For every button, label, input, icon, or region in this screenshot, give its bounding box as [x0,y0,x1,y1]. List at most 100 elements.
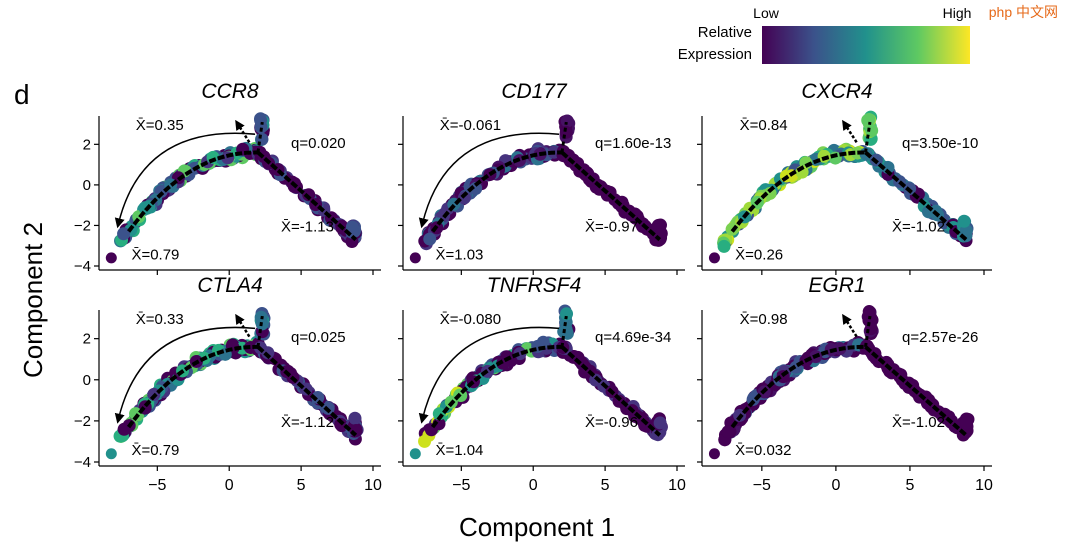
trajectory-top-branch [864,121,872,153]
data-point [423,232,437,246]
data-point [864,322,878,336]
panel-title: CCR8 [201,80,258,103]
curved-arrow [418,132,560,229]
data-point [560,307,574,321]
curved-arrow [114,132,256,229]
label-top: X̄=-0.061 [440,117,501,134]
trajectory-branch [256,150,358,242]
trajectory-branch [560,345,662,437]
trajectory-top-branch [560,315,568,348]
label-top: X̄=0.35 [136,117,184,134]
data-point [560,114,574,128]
trajectory-line [126,344,258,429]
data-point [653,228,667,242]
label-left: X̄=0.79 [131,442,179,459]
trajectory-branch [864,345,968,437]
data-point [559,125,573,139]
data-point [105,448,117,460]
label-right: X̄=-1.13 [281,218,334,235]
x-tick-label: 0 [831,477,840,494]
up-arrow [842,119,858,143]
trajectory-top-branch [256,315,264,348]
label-top: X̄=0.84 [740,117,788,134]
q-value-label: q=3.50e-10 [902,135,978,152]
data-point [457,191,471,205]
label-left: X̄=1.03 [435,247,483,264]
curved-arrow [418,326,560,424]
panels-group: 2 0 −2 −4 CCR8 X̄=0.35 q=0.020 X̄=0.79 X̄=-1.13 C… [74,80,993,494]
x-tick-label: 5 [905,477,914,494]
up-arrow [842,313,858,338]
legend-high-label: High [943,5,972,21]
trajectory-branch [256,345,358,437]
data-point [865,123,879,137]
q-value-label: q=0.025 [291,329,346,346]
panel-letter: d [14,79,30,110]
y-tick-label: −4 [74,258,91,275]
x-tick-label: 10 [364,477,382,494]
data-point [708,252,720,264]
data-point [708,448,720,460]
data-point [717,239,731,253]
label-left: X̄=0.26 [735,247,783,264]
panel-title: CD177 [501,80,568,103]
y-tick-label: −4 [74,454,91,471]
data-point [592,182,606,196]
legend-title-line1: Relative [698,24,752,41]
up-arrow [235,313,251,338]
panel-title: TNFRSF4 [487,274,582,297]
watermark: php 中文网 [988,4,1058,20]
label-right: X̄=-0.96 [585,414,638,431]
data-point [302,188,316,202]
y-axis-title: Component 2 [18,222,48,378]
y-tick-label: 2 [83,136,91,153]
color-legend: Relative Expression Low High [678,5,972,64]
q-value-label: q=0.020 [291,135,346,152]
panel-cxcr4: CXCR4 X̄=0.84 q=3.50e-10 X̄=0.26 X̄=-1.02 [697,80,992,275]
trajectory-line [730,150,866,233]
trajectory-line [127,150,259,233]
label-right: X̄=-1.12 [281,414,334,431]
data-point [348,411,362,425]
data-point [957,214,971,228]
q-value-label: q=1.60e-13 [595,135,671,152]
data-point [959,416,973,430]
q-value-label: q=2.57e-26 [902,329,978,346]
trajectory-top-branch [256,121,264,153]
y-tick-label: 2 [83,331,91,348]
trajectory-branch [864,150,968,242]
curved-arrow [114,326,256,424]
x-tick-label: 0 [225,477,234,494]
data-point [254,113,268,127]
panel-ccr8: 2 0 −2 −4 CCR8 X̄=0.35 q=0.020 X̄=0.79 X̄=-1.13 [74,80,381,275]
label-left: X̄=1.04 [435,442,483,459]
y-tick-label: −2 [74,217,91,234]
panel-title: CTLA4 [197,274,262,297]
trajectory-line [730,344,866,429]
trajectory-top-branch [864,315,872,348]
data-point [117,227,131,241]
y-tick-label: 0 [83,372,91,389]
data-point [409,448,421,460]
x-tick-label: 5 [297,477,306,494]
q-value-label: q=4.69e-34 [595,329,671,346]
label-right: X̄=-1.02 [892,414,945,431]
panel-title: EGR1 [808,274,865,297]
label-left: X̄=0.032 [735,442,791,459]
label-left: X̄=0.79 [131,247,179,264]
trajectory-line [431,150,563,233]
x-tick-label: −5 [452,477,470,494]
data-point [311,391,325,405]
legend-colorbar [762,26,970,64]
trajectory-line [430,344,562,429]
x-tick-label: 5 [601,477,610,494]
label-right: X̄=-0.97 [585,218,638,235]
label-top: X̄=-0.080 [440,311,501,328]
data-point [349,424,363,438]
x-tick-label: 10 [975,477,993,494]
panel-ctla4: 2 0 −2 −4 −5 0 5 10 CTLA4 X̄=0.33 q=0.025 X̄=0.79 X̄… [74,274,382,494]
x-tick-label: 10 [668,477,686,494]
label-top: X̄=0.33 [136,311,184,328]
